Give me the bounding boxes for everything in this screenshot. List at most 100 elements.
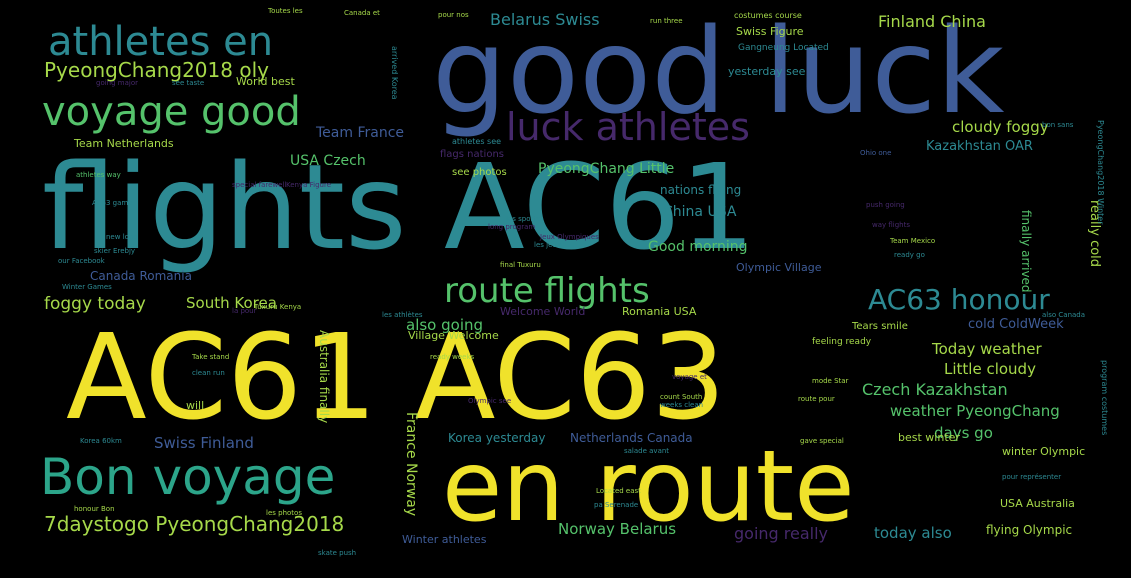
word-ready-weeks: ready weeks: [430, 353, 475, 361]
word-arrived-korea: arrived Korea: [390, 46, 399, 100]
word-belarus-swiss: Belarus Swiss: [490, 10, 600, 29]
word-little-cloudy: Little cloudy: [944, 360, 1036, 378]
word-foggy-today: foggy today: [44, 294, 146, 314]
word-winter-games: Winter Games: [62, 283, 112, 291]
word-village-welcome: Village Welcome: [408, 329, 499, 342]
word-winter-athletes: Winter athletes: [402, 533, 487, 546]
word-clean-run: clean run: [192, 369, 225, 377]
word-bon-sans: bon sans: [1042, 121, 1074, 129]
word-going-major: going major: [96, 79, 138, 87]
word-days-go: days go: [934, 424, 993, 442]
word-skate-push: skate push: [318, 549, 357, 557]
word-flying-olympic: flying Olympic: [986, 523, 1073, 537]
word-run-three: run three: [650, 17, 683, 25]
word-route-flights: route flights: [444, 271, 650, 311]
word-weeks-clean: weeks clean: [660, 401, 704, 409]
word-les-jeux: les jeux: [534, 241, 561, 249]
word-way-flights: way flights: [872, 221, 911, 229]
word-athletes-see: athletes see: [452, 137, 502, 146]
word-ac63-honour: AC63 honour: [868, 283, 1050, 316]
word-athletes-way: athletes way: [76, 171, 121, 179]
word-toutes-les: Toutes les: [268, 7, 303, 15]
word-flights-ac61: flights AC61: [42, 138, 756, 276]
word-program-costumes: program costumes: [1100, 360, 1109, 436]
word-see-photos: see photos: [452, 167, 507, 178]
word-pa-serenade: pa Serenade: [594, 501, 639, 509]
word-australia-finally: Australia finally: [317, 330, 331, 424]
word-usa-czech: USA Czech: [290, 153, 366, 169]
word-les-sports: les sports: [506, 215, 540, 223]
word-romania-usa: Romania USA: [622, 305, 697, 318]
word-pyeongchang2018-winter: PyeongChang2018 Winter: [1096, 120, 1105, 225]
word-will: will: [186, 399, 205, 412]
word-today-weather: Today weather: [932, 340, 1042, 358]
word-pour-nos: pour nos: [438, 11, 469, 19]
word-netherlands-canada: Netherlands Canada: [570, 431, 693, 445]
word-final-tuxuru: final Tuxuru: [500, 261, 541, 269]
word-new-long: new long: [106, 233, 138, 241]
word-salade-avant: salade avant: [624, 447, 670, 455]
word-voyage-et: voyage et: [672, 373, 707, 381]
word-feeling-ready: feeling ready: [812, 337, 872, 347]
word-push-going: push going: [866, 201, 905, 209]
word-jeux-olympiques: Jeux Olympiques: [540, 233, 599, 241]
word-pyeongchang2018-oly: PyeongChang2018 oly: [44, 58, 269, 82]
word-korea-yesterday: Korea yesterday: [448, 431, 546, 445]
word-cold-coldweek: cold ColdWeek: [968, 317, 1064, 332]
word-cloudy-foggy: cloudy foggy: [952, 118, 1049, 136]
word-our-facebook: our Facebook: [58, 257, 105, 265]
word-ac61-ac63: AC61 AC63: [66, 308, 726, 446]
word-also-going: also going: [406, 316, 484, 334]
word-pyeongchang-little: PyeongChang Little: [538, 161, 675, 177]
word-ohio-one: Ohio one: [860, 149, 892, 157]
word-czech-kazakhstan: Czech Kazakhstan: [862, 380, 1008, 399]
word-luck-athletes: luck athletes: [506, 105, 750, 149]
word-good-luck: good luck: [432, 2, 1005, 140]
word-olympic-see: Olympic see: [468, 397, 512, 405]
word-swiss-finland: Swiss Finland: [154, 434, 254, 452]
word-voyage-good: voyage good: [42, 89, 301, 135]
word-flags-nations: flags nations: [440, 149, 504, 160]
word-weather-pyeongchang: weather PyeongChang: [890, 402, 1060, 420]
word-nations-flying: nations flying: [660, 183, 742, 197]
word-located-east: Located east: [596, 487, 641, 495]
word-olympic-village: Olympic Village: [736, 261, 822, 274]
word-finally-arrived: finally arrived: [1019, 210, 1033, 293]
word-special-farewell: special farewell: [232, 181, 287, 189]
word-pour-represent: pour représenter: [1002, 473, 1062, 481]
word-skier-erebjy: skier Erebjy: [94, 247, 136, 255]
word-see-taste: see taste: [172, 79, 205, 87]
word-gangneung-located: Gangneung Located: [738, 43, 829, 53]
word-les-athletes: les athlètes: [382, 311, 423, 319]
word-norway-belarus: Norway Belarus: [558, 520, 677, 538]
word-la-pour: la pour: [232, 307, 257, 315]
word-south-korea: South Korea: [186, 294, 277, 312]
word-france-norway: France Norway: [403, 412, 419, 517]
word-finland-china: Finland China: [878, 12, 986, 31]
word-world-best: World best: [236, 75, 295, 88]
word-les-photos: les photos: [266, 509, 302, 517]
word-swiss-figure: Swiss Figure: [736, 25, 804, 38]
word-canada-romania: Canada Romania: [90, 269, 192, 283]
word-costumes-course: costumes course: [734, 11, 802, 20]
word-yesterday-see: yesterday see: [728, 65, 806, 78]
word-kazakhstan-oar: Kazakhstan OAR: [926, 139, 1033, 154]
word-bon-voyage: Bon voyage: [40, 448, 336, 506]
word-usa-australia: USA Australia: [1000, 497, 1075, 510]
word-athletes-en: athletes en: [48, 19, 274, 65]
word-team-mexico: Team Mexico: [890, 237, 936, 245]
word-sevendaystogo: 7daystogo PyeongChang2018: [44, 512, 345, 536]
word-also-canada: also Canada: [1042, 311, 1086, 319]
word-route-pour: route pour: [798, 395, 835, 403]
word-team-france: Team France: [316, 125, 405, 141]
word-canada-et: Canada et: [344, 9, 380, 17]
word-long-program: long program: [488, 223, 536, 231]
word-good-morning: Good morning: [648, 239, 748, 255]
word-going-really: going really: [734, 524, 829, 543]
word-welcome-world: Welcome World: [500, 305, 586, 318]
word-team-netherlands: Team Netherlands: [74, 137, 174, 150]
word-best-winter: best winter: [898, 431, 960, 444]
word-tuxuru-kenya: Tuxuru Kenya: [254, 303, 302, 311]
word-en-route: en route: [442, 430, 855, 544]
